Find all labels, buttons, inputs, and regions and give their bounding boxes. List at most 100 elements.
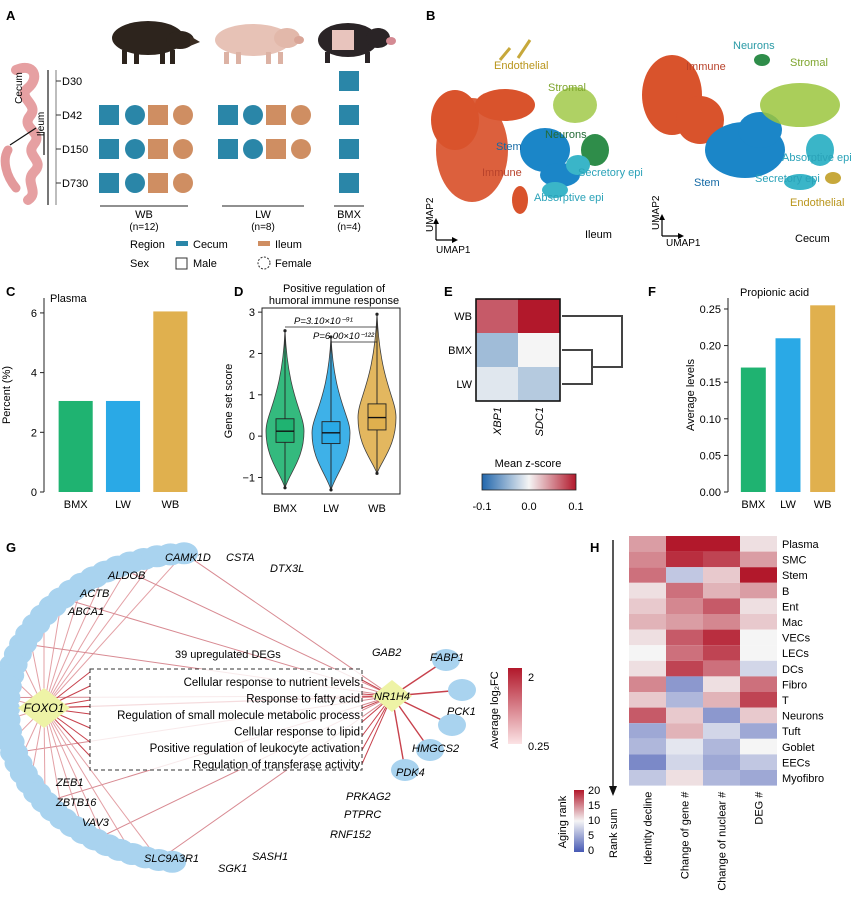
column-label: SDC1 <box>534 407 546 436</box>
chart-violin: −1 0 1 2 3 BMX LW WB P=3.10×10⁻⁹¹ P=6.00×10⁻¹²² Po… <box>223 283 401 515</box>
panel-f: F 0.00 0.05 0.10 0.15 0.20 0.25 BMX LW WB Propion… <box>648 284 836 511</box>
x-tick-label: LW <box>780 499 796 511</box>
heatmap-cell <box>629 676 666 692</box>
gene-label: CSTA <box>226 552 255 564</box>
go-term-label: Regulation of transferase activity <box>193 760 360 772</box>
heatmap-cell <box>740 770 777 786</box>
hub-label: NR1H4 <box>374 691 410 703</box>
sample-circle <box>291 139 311 159</box>
panel-label-b: B <box>426 8 435 23</box>
panel-g: G Cellular response to nutrient levels Re… <box>0 540 549 875</box>
panel-e: E WB BMX LW XBP1 SDC1 Mean z-score -0.1 0.0 0.1 <box>444 284 623 513</box>
bar <box>58 400 93 492</box>
heatmap-cell <box>666 645 703 661</box>
heatmap-cell <box>703 598 740 614</box>
heatmap-frame <box>475 298 561 402</box>
row-label: Plasma <box>782 539 820 551</box>
umap-ileum-cluster-absorptive: Absorptive epi <box>534 192 604 204</box>
row-label: Stem <box>782 570 808 582</box>
heatmap-cell <box>703 536 740 552</box>
sample-square <box>266 139 286 159</box>
umap-ileum-cluster-stem: Stem <box>496 141 522 153</box>
umap-ileum-cluster-immune: Immune <box>482 167 522 179</box>
colorbar-tick-label: 2 <box>528 672 534 684</box>
aging-rank-heatmap: Plasma SMC Stem B Ent Mac VECs LECs DCs Fibro T Neu… <box>557 536 824 891</box>
gene-node <box>448 679 476 701</box>
heatmap-cell <box>703 629 740 646</box>
colorbar <box>508 668 522 744</box>
row-label: DCs <box>782 664 804 676</box>
colorbar <box>574 790 584 852</box>
deg-count-label: 39 upregulated DEGs <box>175 649 281 661</box>
gene-node <box>438 714 466 736</box>
umap-ileum-axis-y: UMAP2 <box>425 197 436 232</box>
heatmap-cell <box>666 582 703 599</box>
heatmap-cell <box>740 582 777 599</box>
colorbar-tick-label: 0.25 <box>528 741 549 753</box>
go-term-label: Regulation of small molecule metabolic p… <box>117 710 360 722</box>
x-tick-label: LW <box>323 503 339 515</box>
gene-node <box>158 850 187 873</box>
heatmap-cell <box>629 754 666 770</box>
y-axis-label: Gene set score <box>223 364 235 439</box>
plot-frame <box>261 307 401 495</box>
sample-square <box>99 139 119 159</box>
x-tick-label: WB <box>161 499 179 511</box>
chart-title-line1: Positive regulation of <box>283 283 386 295</box>
timepoint-labels: D30 D42 D150 D730 <box>56 76 88 190</box>
timepoint-label: D42 <box>62 110 82 122</box>
y-tick-label: 3 <box>249 307 255 319</box>
outlier-point <box>283 486 287 490</box>
x-tick-label: BMX <box>741 499 766 511</box>
heatmap-cell <box>666 738 703 755</box>
umap-ileum-cluster-endothelial: Endothelial <box>494 60 548 72</box>
p-value-label: P=3.10×10⁻⁹¹ <box>294 316 353 327</box>
go-term-label: Positive regulation of leukocyte activat… <box>150 743 360 755</box>
axis-label: Rank sum <box>608 808 620 858</box>
gene-label: PTPRC <box>344 809 381 821</box>
heatmap-cell <box>629 645 666 661</box>
gene-label: SASH1 <box>252 851 288 863</box>
heatmap-cell <box>703 738 740 755</box>
umap-cecum-tissue: Cecum <box>795 233 830 245</box>
heatmap-cell <box>476 299 518 333</box>
sample-square <box>339 105 359 125</box>
legend-female-glyph <box>257 256 271 270</box>
y-tick-label: 2 <box>249 348 255 360</box>
chart-plasma: 0 2 4 6 BMX LW WB Plasma Percent (%) <box>1 293 188 511</box>
x-tick-label: WB <box>814 499 832 511</box>
y-tick-label: 0 <box>31 487 37 499</box>
colorbar-tick-label: 0.0 <box>521 501 536 513</box>
umap-ileum-tissue: Ileum <box>585 229 612 241</box>
heatmap-cell <box>666 567 703 583</box>
y-tick-label: 0 <box>249 431 255 443</box>
umap-cecum-cluster-stem: Stem <box>694 177 720 189</box>
bar <box>775 338 801 492</box>
umap-cecum <box>642 54 841 190</box>
gene-label: ZEB1 <box>55 777 84 789</box>
row-label: SMC <box>782 555 807 567</box>
colorbar-tick-label: 0.1 <box>568 501 583 513</box>
legend-sex-title: Sex <box>130 258 149 270</box>
bar <box>105 400 141 492</box>
gene-label: RNF152 <box>330 829 371 841</box>
heatmap-cell <box>703 614 740 630</box>
heatmap-cell <box>518 299 560 333</box>
heatmap-cell <box>666 707 703 724</box>
legend-female-label: Female <box>275 258 312 270</box>
timepoint-label: D150 <box>62 144 88 156</box>
network-edge <box>43 707 133 855</box>
heatmap-cell <box>703 676 740 692</box>
heatmap-cell <box>629 692 666 708</box>
gut-ileum-label: Ileum <box>36 112 47 136</box>
y-axis-label: Average levels <box>685 359 697 431</box>
panel-d: D −1 0 1 2 3 BMX LW WB P=3.10×10⁻⁹¹ P=6.00×10⁻¹²²… <box>223 283 401 515</box>
heatmap-cell <box>703 567 740 583</box>
heatmap-cell <box>476 367 518 401</box>
heatmap-cell <box>740 723 777 739</box>
row-label: VECs <box>782 633 811 645</box>
umap-ileum-cluster-secretory: Secretory epi <box>578 167 643 179</box>
sample-square <box>99 105 119 125</box>
umap-cecum-cluster-stromal: Stromal <box>790 57 828 69</box>
